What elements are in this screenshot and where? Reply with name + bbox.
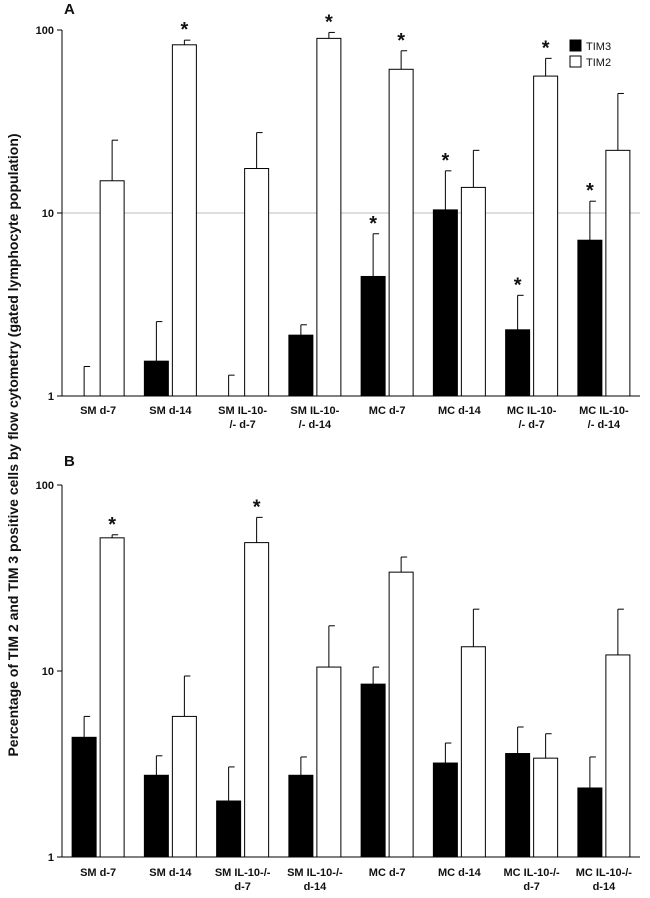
bar-tim2: [244, 168, 270, 397]
significance-star: *: [253, 496, 261, 518]
bar-tim2: [533, 75, 559, 397]
bar-tim3: [577, 787, 603, 858]
bar-tim3: [143, 360, 169, 397]
x-tick-label: /- d-7: [229, 419, 255, 431]
x-tick-label: SM IL-10-/-: [215, 867, 271, 879]
x-tick-label: SM IL-10-: [218, 405, 267, 417]
significance-star: *: [441, 150, 449, 172]
bar-tim3: [71, 736, 97, 858]
significance-star: *: [325, 11, 333, 33]
panel-label: A: [64, 1, 75, 18]
x-tick-label: /- d-14: [299, 419, 332, 431]
bar-tim2: [388, 68, 414, 397]
bar-tim2: [533, 757, 559, 858]
y-tick-label: 100: [36, 480, 54, 492]
x-tick-label: /- d-14: [588, 419, 621, 431]
bar-tim2: [605, 654, 631, 858]
x-tick-label: d-14: [304, 881, 328, 893]
legend-label-tim2: TIM2: [586, 57, 611, 69]
significance-star: *: [108, 514, 116, 536]
significance-star: *: [180, 19, 188, 41]
x-tick-label: MC d-14: [438, 867, 482, 879]
bar-tim3: [360, 683, 386, 858]
bar-tim3: [505, 329, 531, 397]
x-tick-label: SM IL-10-/-: [287, 867, 343, 879]
significance-star: *: [514, 274, 522, 296]
y-tick-label: 1: [48, 391, 54, 403]
panel-b: B 1 10 100 * SM d-7 SM d-14 * SM IL-10-/- d-7 SM I…: [36, 453, 640, 893]
bar-tim3: [505, 753, 531, 858]
bar-tim3: [288, 774, 314, 858]
bar-tim2: [388, 571, 414, 858]
bar-tim2: [171, 715, 197, 858]
bar-tim2: [316, 666, 342, 858]
x-tick-label: MC d-14: [438, 405, 482, 417]
x-tick-label: SM d-7: [80, 405, 116, 417]
bar-tim3: [143, 774, 169, 858]
x-tick-label: MC IL-10-/-: [576, 867, 633, 879]
bar-tim3: [216, 800, 242, 858]
x-tick-label: MC IL-10-: [507, 405, 557, 417]
bar-tim3: [577, 239, 603, 397]
significance-star: *: [542, 37, 550, 59]
x-tick-label: MC d-7: [369, 867, 406, 879]
x-tick-label: MC IL-10-: [579, 405, 629, 417]
bar-tim2: [605, 149, 631, 397]
bar-tim2: [316, 37, 342, 397]
x-tick-label: d-14: [593, 881, 617, 893]
significance-star: *: [369, 213, 377, 235]
y-tick-label: 1: [48, 852, 54, 864]
x-tick-label: d-7: [234, 881, 251, 893]
legend-swatch-tim3: [569, 39, 582, 52]
x-tick-label: SM IL-10-: [290, 405, 339, 417]
x-tick-label: d-7: [523, 881, 540, 893]
y-tick-label: 10: [42, 208, 54, 220]
x-tick-label: SM d-14: [149, 405, 192, 417]
y-tick-label: 100: [36, 25, 54, 37]
x-tick-label: SM d-7: [80, 867, 116, 879]
x-tick-label: MC IL-10-/-: [504, 867, 561, 879]
bar-tim2: [460, 646, 486, 858]
panel-a: A 1 10 100 SM d-7 * SM d-14 SM IL-10- /- d-7 * SM …: [36, 1, 640, 431]
legend-swatch-tim2: [569, 55, 582, 68]
bar-tim2: [244, 542, 270, 858]
x-tick-label: MC d-7: [369, 405, 406, 417]
bar-tim2: [99, 180, 125, 397]
bar-tim3: [288, 334, 314, 397]
legend-label-tim3: TIM3: [586, 41, 611, 53]
significance-star: *: [586, 180, 594, 202]
y-axis-label: Percentage of TIM 2 and TIM 3 positive c…: [5, 133, 21, 756]
bar-tim2: [171, 44, 197, 397]
x-tick-label: SM d-14: [149, 867, 192, 879]
y-tick-label: 10: [42, 666, 54, 678]
bar-tim3: [432, 209, 458, 397]
panel-label: B: [64, 453, 75, 470]
x-tick-label: /- d-7: [518, 419, 544, 431]
bar-tim3: [432, 762, 458, 858]
bar-tim2: [99, 537, 125, 858]
bar-tim2: [460, 186, 486, 397]
significance-star: *: [397, 30, 405, 52]
bar-tim3: [360, 275, 386, 397]
